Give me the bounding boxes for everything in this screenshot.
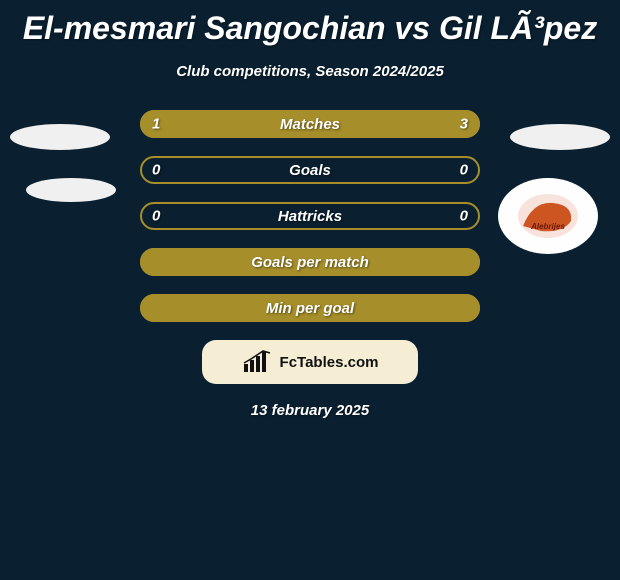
stat-label: Matches [280,116,340,133]
attribution-text: FcTables.com [280,354,379,371]
stat-label: Hattricks [278,208,342,225]
comparison-subtitle: Club competitions, Season 2024/2025 [0,63,620,80]
stat-right-value: 0 [460,208,468,225]
stat-left-value: 1 [152,116,160,133]
player-left-badge-2 [26,178,116,202]
stat-right-value: 0 [460,162,468,179]
player-left-badge-1 [10,124,110,150]
player-right-badge-2: Alebrijes [498,178,598,254]
chart-icon [242,350,274,374]
stat-row: 0 0 Hattricks [140,202,480,230]
attribution-box: FcTables.com [202,340,418,384]
stat-label: Goals per match [251,254,369,271]
player-right-badge-1 [510,124,610,150]
comparison-title: El-mesmari Sangochian vs Gil LÃ³pez [0,0,620,47]
stat-row: 1 3 Matches [140,110,480,138]
stat-row: Min per goal [140,294,480,322]
stat-left-value: 0 [152,208,160,225]
stat-label: Min per goal [266,300,354,317]
stat-right-value: 3 [460,116,468,133]
snapshot-date: 13 february 2025 [0,402,620,419]
team-right-logo: Alebrijes [513,191,583,241]
stat-label: Goals [289,162,331,179]
stat-left-value: 0 [152,162,160,179]
stat-row: Goals per match [140,248,480,276]
svg-text:Alebrijes: Alebrijes [530,222,565,231]
stat-row: 0 0 Goals [140,156,480,184]
stat-bars: 1 3 Matches 0 0 Goals 0 0 Hattricks Goals per mat… [140,110,480,322]
